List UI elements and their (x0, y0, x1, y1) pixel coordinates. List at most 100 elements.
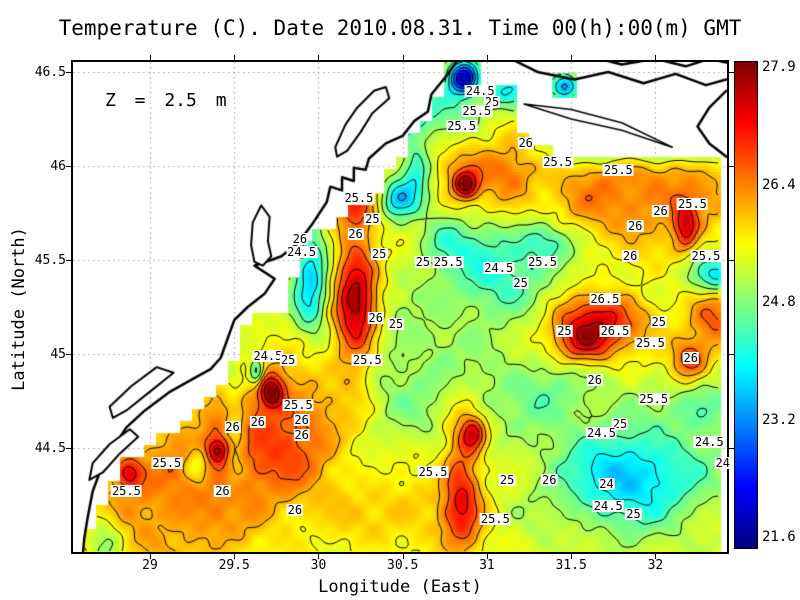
contour-label: 26 (347, 226, 364, 241)
contour-label: 24.5 (464, 83, 496, 98)
contour-label: 25.5 (351, 352, 383, 367)
x-tick-mark-top (655, 55, 656, 60)
contour-label: 25 (387, 316, 405, 331)
contour-label: 25.5 (282, 397, 314, 412)
contour-label: 25.5 (634, 335, 666, 350)
contour-label: 25.5 (602, 162, 634, 177)
x-tick-label: 29.5 (218, 558, 250, 573)
x-tick-label: 30 (310, 558, 327, 573)
contour-label: 25 (512, 275, 529, 290)
contour-label: 25 (414, 254, 432, 269)
plot-title: Temperature (C). Date 2010.08.31. Time 0… (58, 16, 742, 40)
x-tick-label: 29 (142, 558, 158, 573)
contour-label: 25 (364, 211, 381, 226)
contour-label: 26 (586, 373, 603, 388)
contour-label: 25.5 (527, 254, 558, 269)
contour-label: 25.5 (677, 196, 708, 211)
contour-label: 24.5 (483, 260, 515, 275)
contour-label: 25 (625, 506, 642, 521)
contour-label: 26 (626, 219, 644, 234)
x-tick-label: 32 (647, 558, 664, 573)
temperature-field-canvas (73, 62, 727, 552)
contour-label: 24.5 (693, 435, 725, 450)
contour-label: 26.5 (599, 324, 631, 339)
z-depth-annotation: Z = 2.5 m (105, 90, 227, 111)
contour-label: 26 (682, 350, 699, 365)
y-tick-mark-left (66, 448, 71, 449)
colorbar-tick-label: 21.6 (762, 529, 796, 545)
x-tick-mark-top (487, 55, 488, 60)
x-tick-mark-top (318, 55, 319, 60)
contour-label: 25.5 (690, 249, 722, 264)
y-tick-mark-right (729, 260, 734, 261)
contour-label: 25 (498, 472, 516, 487)
contour-label: 25.5 (343, 190, 375, 205)
contour-label: 26 (249, 414, 267, 429)
y-tick-label: 46.5 (34, 64, 66, 80)
contour-label: 25.5 (446, 119, 478, 134)
contour-label: 24 (598, 476, 615, 491)
colorbar-tick-label: 26.4 (762, 176, 796, 193)
x-tick-mark-bottom (487, 554, 488, 559)
y-tick-label: 45.5 (34, 252, 66, 268)
contour-label: 25.5 (638, 392, 670, 407)
contour-label: 26 (214, 484, 231, 499)
x-tick-label: 30.5 (387, 558, 419, 573)
x-tick-mark-bottom (655, 554, 656, 559)
colorbar-gradient-canvas (735, 62, 757, 548)
contour-label: 24.5 (592, 499, 624, 514)
contour-label: 26 (293, 427, 310, 442)
x-tick-mark-bottom (234, 554, 235, 559)
contour-label: 24 (714, 456, 732, 471)
contour-label: 26 (541, 472, 558, 487)
plot-area: Z = 2.5 m 24.5 25 25.5 25.5 26 25.5 25.5 26 25.5… (71, 60, 732, 554)
y-tick-mark-left (66, 166, 71, 167)
contour-label: 26 (293, 412, 310, 427)
x-tick-mark-bottom (150, 554, 151, 559)
x-tick-mark-bottom (403, 554, 404, 559)
x-tick-mark-top (150, 55, 151, 60)
y-tick-mark-left (66, 260, 71, 261)
contour-label: 25.5 (432, 254, 464, 269)
contour-label: 24.5 (286, 245, 318, 260)
contour-label: 25.5 (542, 155, 574, 170)
contour-label: 25.5 (417, 465, 449, 480)
y-tick-mark-right (729, 354, 734, 355)
y-tick-label: 44.5 (34, 441, 66, 457)
contour-label: 25.5 (151, 456, 183, 471)
colorbar (734, 61, 758, 549)
colorbar-tick-label: 27.9 (762, 59, 796, 75)
y-tick-mark-right (729, 72, 734, 73)
contour-label: 26 (621, 249, 639, 264)
contour-label: 25 (483, 95, 501, 110)
contour-label: 26 (224, 420, 241, 435)
y-tick-mark-right (729, 166, 734, 167)
y-axis-label: Latitude (North) (9, 227, 29, 391)
contour-label: 25 (279, 352, 297, 367)
contour-label: 24.5 (586, 425, 617, 440)
contour-label: 25 (650, 315, 667, 330)
x-tick-label: 31.5 (555, 558, 587, 573)
contour-label: 26 (367, 311, 384, 326)
x-tick-mark-bottom (571, 554, 572, 559)
x-tick-label: 31 (479, 558, 495, 573)
contour-label: 25.5 (479, 512, 511, 527)
contour-label: 25.5 (110, 484, 142, 499)
x-tick-mark-bottom (318, 554, 319, 559)
contour-label: 26 (286, 503, 304, 518)
y-tick-label: 45 (50, 347, 66, 362)
contour-label: 25 (556, 324, 573, 339)
y-tick-mark-left (66, 354, 71, 355)
x-tick-mark-top (403, 55, 404, 60)
y-tick-mark-left (66, 72, 71, 73)
contour-label: 26.5 (589, 292, 621, 307)
x-tick-mark-top (571, 55, 572, 60)
colorbar-tick-label: 23.2 (762, 411, 796, 428)
y-tick-label: 46 (50, 158, 66, 174)
contour-label: 26 (652, 204, 669, 219)
x-axis-label: Longitude (East) (318, 577, 482, 597)
x-tick-mark-top (234, 55, 235, 60)
contour-label: 26 (291, 232, 309, 247)
contour-label: 25.5 (461, 104, 493, 119)
